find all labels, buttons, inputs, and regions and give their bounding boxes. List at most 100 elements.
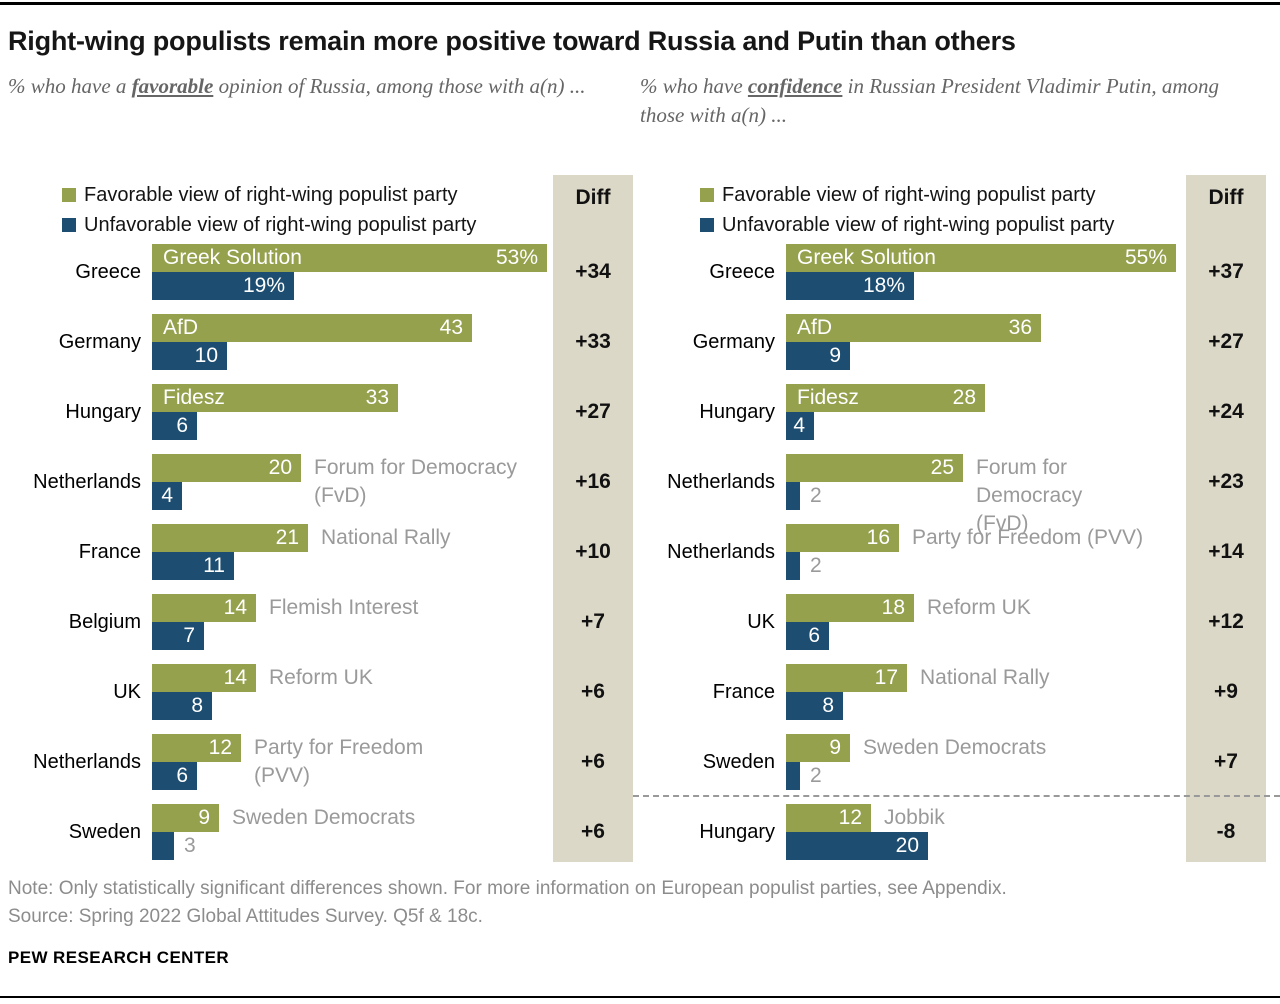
favorable-value: 36 bbox=[1008, 316, 1032, 339]
chart-row: Netherlands 16 Party for Freedom (PVV) 2 +14 bbox=[640, 524, 1280, 580]
unfavorable-bar bbox=[786, 692, 843, 720]
country-label: Greece bbox=[75, 261, 141, 283]
unfavorable-bar bbox=[786, 552, 800, 580]
country-label: Netherlands bbox=[33, 751, 141, 773]
party-label: Fidesz bbox=[797, 386, 859, 409]
party-label: Party for Freedom (PVV) bbox=[912, 526, 1144, 549]
chart-row: France 21 National Rally 11 +10 bbox=[0, 524, 634, 580]
favorable-bar bbox=[786, 664, 907, 692]
country-label: UK bbox=[113, 681, 141, 703]
chart-row: Hungary 12 Jobbik 20 -8 bbox=[640, 804, 1280, 860]
unfavorable-bar bbox=[152, 832, 174, 860]
subtitle-right-emphasis: confidence bbox=[747, 74, 843, 98]
subtitle-left-emphasis: favorable bbox=[131, 74, 214, 98]
party-label: Reform UK bbox=[927, 596, 1031, 619]
chart-row: UK 18 Reform UK 6 +12 bbox=[640, 594, 1280, 650]
unfavorable-value: 7 bbox=[183, 624, 195, 647]
subtitle-left: % who have a favorable opinion of Russia… bbox=[8, 72, 620, 101]
unfavorable-value: 2 bbox=[810, 554, 822, 577]
favorable-bar bbox=[152, 734, 241, 762]
chart-confidence-putin: Diff Favorable view of right-wing populi… bbox=[633, 170, 1280, 870]
party-label: Sweden Democrats bbox=[863, 736, 1047, 759]
favorable-bar bbox=[152, 804, 219, 832]
country-label: Hungary bbox=[699, 401, 775, 423]
country-label: France bbox=[712, 681, 775, 703]
favorable-bar bbox=[786, 384, 985, 412]
party-label: National Rally bbox=[920, 666, 1050, 689]
unfavorable-bar bbox=[152, 762, 197, 790]
party-label: AfD bbox=[163, 316, 199, 339]
country-label: Netherlands bbox=[667, 541, 775, 563]
unfavorable-bar bbox=[152, 342, 227, 370]
chart-row: Belgium 14 Flemish Interest 7 +7 bbox=[0, 594, 634, 650]
chart-row: Hungary 33 Fidesz 6 +27 bbox=[0, 384, 634, 440]
chart-row: Sweden 9 Sweden Democrats 2 +7 bbox=[640, 734, 1280, 790]
unfavorable-value: 18% bbox=[862, 274, 905, 297]
unfavorable-bar bbox=[152, 552, 234, 580]
favorable-value: 43 bbox=[439, 316, 463, 339]
diff-value: +6 bbox=[581, 820, 605, 843]
diff-value: -8 bbox=[1216, 820, 1236, 843]
favorable-bar bbox=[786, 244, 1176, 272]
party-label: Party for Freedom (PVV) bbox=[254, 736, 424, 787]
unfavorable-bar bbox=[786, 342, 850, 370]
unfavorable-value: 9 bbox=[829, 344, 841, 367]
chart-row: France 17 National Rally 8 +9 bbox=[640, 664, 1280, 720]
unfavorable-bar bbox=[152, 272, 294, 300]
favorable-value: 28 bbox=[952, 386, 976, 409]
favorable-bar bbox=[152, 524, 308, 552]
favorable-value: 55% bbox=[1124, 246, 1167, 269]
chart-row: Germany 43 AfD 10 +33 bbox=[0, 314, 634, 370]
subtitle-right-pre: % who have bbox=[640, 74, 748, 98]
unfavorable-value: 4 bbox=[161, 484, 173, 507]
top-rule bbox=[0, 2, 1280, 5]
unfavorable-bar bbox=[786, 482, 800, 510]
subtitle-left-post: opinion of Russia, among those with a(n)… bbox=[213, 74, 586, 98]
party-label: Flemish Interest bbox=[269, 596, 419, 619]
source-text: Source: Spring 2022 Global Attitudes Sur… bbox=[8, 906, 483, 927]
diff-value: +33 bbox=[575, 330, 611, 353]
diff-value: +27 bbox=[1208, 330, 1244, 353]
unfavorable-value: 11 bbox=[203, 554, 225, 577]
unfavorable-bar bbox=[786, 412, 814, 440]
party-label: Greek Solution bbox=[797, 246, 936, 269]
party-label: Forum for Democracy (FvD) bbox=[314, 456, 518, 507]
legend-favorable-label: Favorable view of right-wing populist pa… bbox=[84, 183, 458, 206]
favorable-value: 33 bbox=[365, 386, 389, 409]
party-label: Greek Solution bbox=[163, 246, 302, 269]
favorable-bar bbox=[786, 524, 899, 552]
party-label: AfD bbox=[797, 316, 833, 339]
diff-value: +16 bbox=[575, 470, 611, 493]
legend-item-unfavorable: Unfavorable view of right-wing populist … bbox=[62, 212, 476, 238]
favorable-swatch-icon bbox=[700, 188, 714, 202]
favorable-value: 14 bbox=[223, 666, 247, 689]
diff-value: +7 bbox=[581, 610, 605, 633]
country-label: Sweden bbox=[702, 751, 775, 773]
favorable-bar bbox=[152, 664, 256, 692]
favorable-value: 9 bbox=[829, 736, 841, 759]
unfavorable-value: 6 bbox=[808, 624, 820, 647]
diff-value: +12 bbox=[1208, 610, 1244, 633]
subtitle-right-post: in Russian President Vladimir Putin, amo… bbox=[640, 74, 1220, 127]
favorable-bar bbox=[786, 594, 914, 622]
chart-row: Netherlands 25 Forum for Democracy (FvD) 2 +… bbox=[640, 454, 1280, 535]
favorable-bar bbox=[152, 244, 547, 272]
diff-value: +23 bbox=[1208, 470, 1244, 493]
diff-value: +6 bbox=[581, 680, 605, 703]
diff-value: +27 bbox=[575, 400, 611, 423]
favorable-value: 16 bbox=[866, 526, 890, 549]
unfavorable-value: 10 bbox=[194, 344, 218, 367]
unfavorable-bar bbox=[152, 622, 204, 650]
chart-row: Netherlands 20 Forum for Democracy (FvD) 4 +… bbox=[0, 454, 634, 510]
diff-value: +9 bbox=[1214, 680, 1238, 703]
party-label: Sweden Democrats bbox=[232, 806, 416, 829]
favorable-bar bbox=[786, 314, 1041, 342]
unfavorable-bar bbox=[152, 482, 182, 510]
favorable-value: 18 bbox=[881, 596, 905, 619]
favorable-bar bbox=[152, 314, 472, 342]
favorable-value: 20 bbox=[268, 456, 292, 479]
country-label: Netherlands bbox=[33, 471, 141, 493]
brand-footer: PEW RESEARCH CENTER bbox=[8, 948, 230, 967]
country-label: Hungary bbox=[699, 821, 775, 843]
